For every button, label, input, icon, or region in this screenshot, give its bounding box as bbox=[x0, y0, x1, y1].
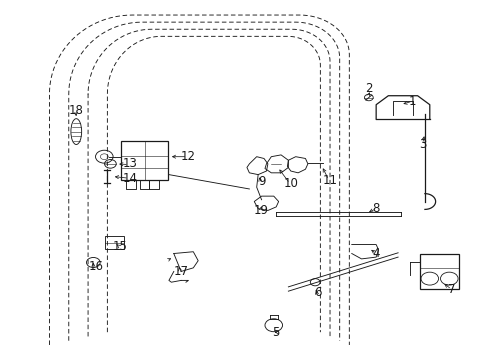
Bar bbox=[419, 253, 458, 289]
Text: 14: 14 bbox=[122, 172, 137, 185]
Text: 17: 17 bbox=[173, 265, 188, 278]
Text: 13: 13 bbox=[122, 157, 137, 170]
Text: 6: 6 bbox=[313, 287, 321, 300]
Text: 1: 1 bbox=[408, 95, 416, 108]
Text: 2: 2 bbox=[365, 82, 372, 95]
Text: 19: 19 bbox=[254, 204, 268, 217]
Bar bbox=[121, 140, 167, 180]
Text: 8: 8 bbox=[372, 202, 379, 215]
Text: 15: 15 bbox=[113, 240, 127, 253]
Text: 18: 18 bbox=[69, 104, 83, 117]
Text: 5: 5 bbox=[272, 326, 279, 339]
Text: 9: 9 bbox=[257, 175, 265, 188]
Text: 3: 3 bbox=[418, 138, 426, 150]
Text: 4: 4 bbox=[372, 247, 379, 260]
Text: 10: 10 bbox=[283, 177, 298, 190]
Text: 7: 7 bbox=[447, 283, 454, 296]
Text: 12: 12 bbox=[181, 150, 196, 163]
Text: 16: 16 bbox=[88, 260, 103, 273]
Text: 11: 11 bbox=[322, 174, 337, 186]
Bar bbox=[104, 237, 124, 249]
Circle shape bbox=[310, 279, 320, 286]
